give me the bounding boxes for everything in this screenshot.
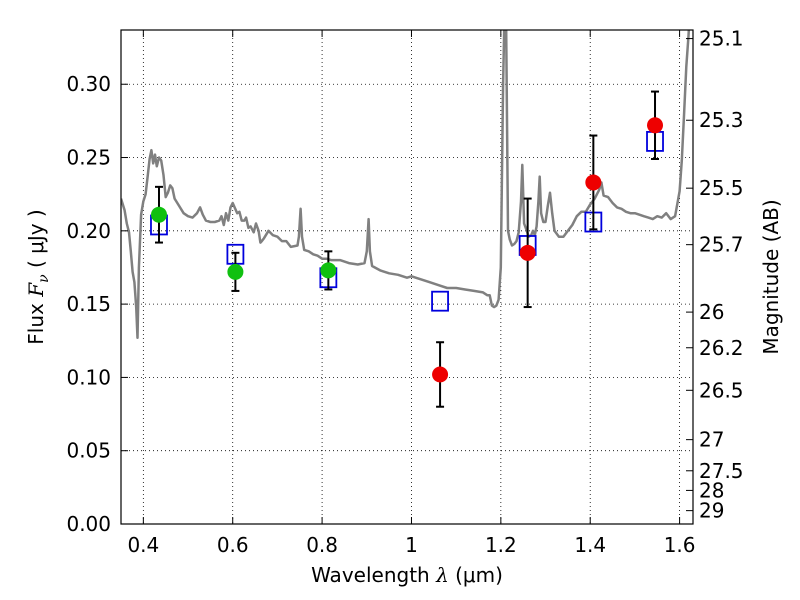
x-tick-label: 0.4	[127, 533, 159, 557]
y2-tick-label: 27.5	[699, 459, 744, 483]
y2-tick-label: 29	[699, 499, 724, 523]
y2-tick-label: 25.5	[699, 176, 744, 200]
y2-axis-label: Magnitude (AB)	[759, 199, 783, 354]
y-axis-label-prefix: Flux	[24, 297, 48, 345]
plot-frame	[120, 29, 694, 525]
x-axis-label-suffix: (μm)	[449, 563, 503, 587]
infrared-data-point	[432, 366, 449, 383]
y-axis-label: Flux Fν ( μJy )	[24, 209, 52, 344]
x-tick-label: 1.2	[485, 533, 517, 557]
y-axis-label-symbol: F	[24, 282, 48, 298]
y-axis-label-subscript: ν	[36, 274, 52, 283]
x-tick-label: 0.6	[217, 533, 249, 557]
y2-tick-label: 25.7	[699, 233, 744, 257]
infrared-data-point	[647, 117, 664, 134]
y2-tick-label: 25.3	[699, 108, 744, 132]
infrared-data-point	[519, 244, 536, 261]
x-tick-label: 1.6	[664, 533, 696, 557]
synthetic-photometry-square	[431, 290, 449, 312]
infrared-data-point	[585, 174, 602, 191]
x-tick-label: 1	[405, 533, 418, 557]
x-tick-label: 0.8	[306, 533, 338, 557]
y-tick-label: 0.20	[66, 219, 111, 243]
axes: 0.4 0.6 0.8 1 1.2 1.4 1.6 0.00 0.05 0.10 0.15 0.20 0…	[66, 27, 743, 557]
y-tick-label: 0.15	[66, 292, 111, 316]
y-tick-label: 0.00	[66, 512, 111, 536]
x-axis-label-symbol: λ	[435, 563, 449, 587]
optical-data-point	[320, 262, 337, 279]
y-axis-label-suffix: ( μJy )	[24, 209, 48, 274]
y2-tick-label: 26	[699, 300, 724, 324]
y2-tick-label: 27	[699, 428, 724, 452]
x-tick-label: 1.4	[574, 533, 606, 557]
y2-tick-label: 26.2	[699, 336, 744, 360]
x-axis-label: Wavelength λ (μm)	[311, 563, 503, 587]
y2-tick-label: 28	[699, 478, 724, 502]
optical-data-point	[150, 206, 167, 223]
y2-tick-label: 25.1	[699, 27, 744, 51]
x-axis-label-prefix: Wavelength	[311, 563, 436, 587]
y-tick-label: 0.30	[66, 72, 111, 96]
y-tick-label: 0.25	[66, 146, 111, 170]
y-tick-label: 0.10	[66, 365, 111, 389]
plot-data	[121, 30, 691, 408]
y2-tick-label: 26.5	[699, 378, 744, 402]
y-tick-label: 0.05	[66, 439, 111, 463]
optical-data-point	[227, 263, 244, 280]
